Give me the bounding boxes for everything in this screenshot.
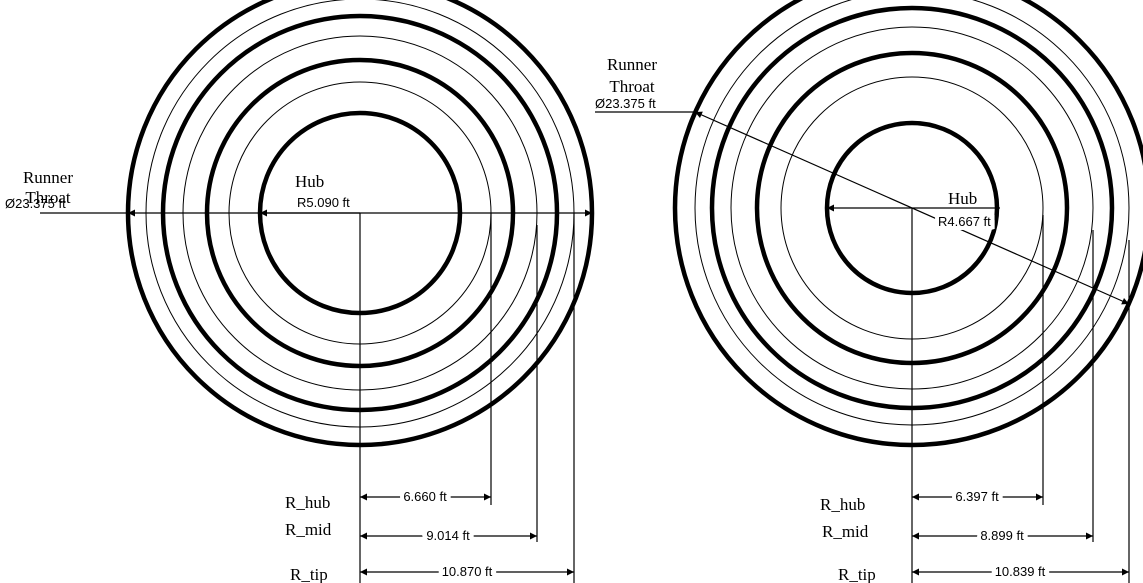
label: R_mid xyxy=(285,520,332,539)
dimension: 10.870 ft xyxy=(442,564,493,579)
dimension: 9.014 ft xyxy=(426,528,470,543)
dimension: 10.839 ft xyxy=(995,564,1046,579)
dimension: Ø23.375 ft xyxy=(5,196,66,211)
label: R_mid xyxy=(822,522,869,541)
label: R_hub xyxy=(820,495,865,514)
label: Hub xyxy=(295,172,324,191)
right-view: Runner Throat Ø23.375 ft Hub R4.667 ft R… xyxy=(595,0,1143,583)
dimension: R4.667 ft xyxy=(938,214,991,229)
label: Throat xyxy=(609,77,655,96)
throat-circle xyxy=(672,0,1143,448)
label: Runner xyxy=(607,55,657,74)
label: Throat xyxy=(25,188,71,207)
dimension: 6.397 ft xyxy=(955,489,999,504)
left-view: Runner Throat Ø23.375 ft Hub R5.090 ft R… xyxy=(5,0,595,583)
label: Hub xyxy=(948,189,977,208)
dimension: 8.899 ft xyxy=(980,528,1024,543)
label: R_hub xyxy=(285,493,330,512)
label: R_tip xyxy=(838,565,876,583)
dimension: Ø23.375 ft xyxy=(595,96,656,111)
dimension: R5.090 ft xyxy=(297,195,350,210)
dimension: 6.660 ft xyxy=(403,489,447,504)
label: Runner xyxy=(23,168,73,187)
label: R_tip xyxy=(290,565,328,583)
